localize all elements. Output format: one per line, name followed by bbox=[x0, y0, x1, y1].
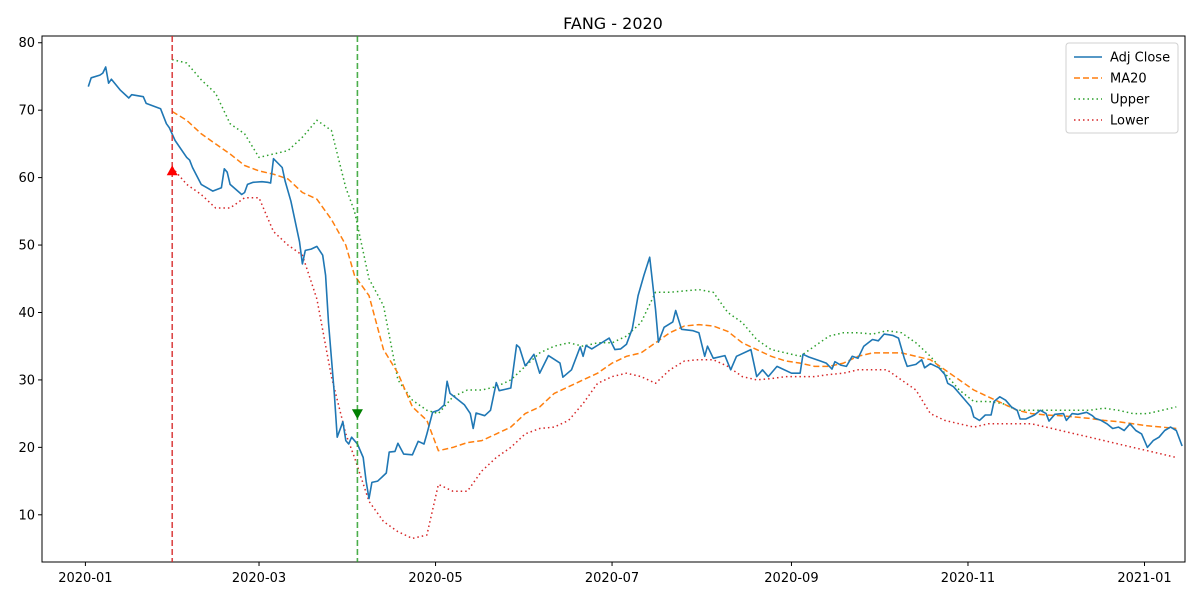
legend-label: Adj Close bbox=[1110, 51, 1170, 66]
legend-label: Upper bbox=[1110, 93, 1150, 108]
plot-area: 10 20 30 40 50 60 70 80 2020-01 2020-03 2020-05 202… bbox=[18, 35, 1186, 586]
series-line-lower bbox=[171, 167, 1177, 540]
y-tick-label: 20 bbox=[18, 441, 35, 456]
x-tick-label: 2020-05 bbox=[408, 571, 462, 586]
y-tick-label: 60 bbox=[18, 171, 35, 186]
legend: Adj Close MA20 Upper Lower bbox=[1065, 42, 1179, 134]
x-tick-label: 2020-03 bbox=[232, 571, 286, 586]
x-tick-label: 2020-11 bbox=[941, 571, 995, 586]
sell-marker bbox=[351, 409, 363, 420]
chart-title: FANG - 2020 bbox=[563, 14, 663, 33]
legend-box bbox=[1065, 42, 1179, 134]
legend-label: MA20 bbox=[1110, 72, 1147, 87]
y-tick-label: 50 bbox=[18, 239, 35, 254]
x-tick-label: 2021-01 bbox=[1117, 571, 1171, 586]
x-tick-label: 2020-01 bbox=[58, 571, 112, 586]
series-line-adj-close bbox=[87, 66, 1183, 500]
y-tick-label: 40 bbox=[18, 306, 35, 321]
y-tick-label: 80 bbox=[18, 36, 35, 51]
y-tick-label: 70 bbox=[18, 104, 35, 119]
series-line-ma20 bbox=[171, 110, 1177, 452]
y-tick-label: 30 bbox=[18, 373, 35, 388]
x-tick-label: 2020-07 bbox=[585, 571, 639, 586]
legend-label: Lower bbox=[1110, 114, 1150, 129]
x-tick-label: 2020-09 bbox=[764, 571, 818, 586]
buy-marker bbox=[166, 165, 178, 176]
y-tick-label: 10 bbox=[18, 508, 35, 523]
plot-frame bbox=[41, 35, 1186, 563]
series-line-upper bbox=[172, 58, 1177, 415]
